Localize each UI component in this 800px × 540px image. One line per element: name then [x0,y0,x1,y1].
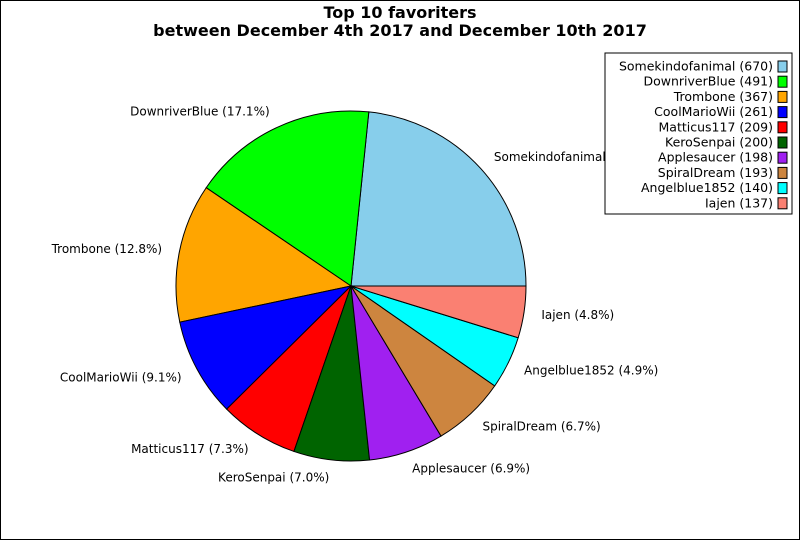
chart-title-line-2: between December 4th 2017 and December 1… [153,21,647,40]
pie-slice-coolmariowii [179,285,353,410]
legend-label-kerosenpai: KeroSenpai (200) [665,135,773,150]
pie-slices [175,110,527,462]
pie-slice-trombone [175,187,353,323]
legend-label-matticus117: Matticus117 (209) [659,119,773,134]
legend-label-iajen: Iajen (137) [705,195,773,210]
legend-label-applesaucer: Applesaucer (198) [658,150,773,165]
slice-label-kerosenpai: KeroSenpai (7.0%) [218,470,329,484]
legend-label-somekindofanimal: Somekindofanimal (670) [619,59,773,74]
legend-label-downriverblue: DownriverBlue (491) [643,74,773,89]
legend-swatch-applesaucer [777,151,788,164]
legend-label-trombone: Trombone (367) [673,89,773,104]
pie-slice-downriverblue [205,110,370,287]
legend-swatch-matticus117 [777,121,788,134]
legend-swatch-coolmariowii [777,106,788,119]
pie-slice-somekindofanimal [350,111,527,287]
slice-label-matticus117: Matticus117 (7.3%) [131,442,248,456]
legend-swatch-trombone [777,90,788,103]
legend-label-spiraldream: SpiralDream (193) [658,165,773,180]
legend-label-angelblue1852: Angelblue1852 (140) [641,180,773,195]
legend-label-coolmariowii: CoolMarioWii (261) [654,104,773,119]
legend: Somekindofanimal (670)DownriverBlue (491… [604,52,793,215]
pie-slice-iajen [350,285,527,339]
slice-label-coolmariowii: CoolMarioWii (9.1%) [60,370,182,384]
legend-swatch-angelblue1852 [777,182,788,195]
legend-swatch-somekindofanimal [777,60,788,73]
legend-box [604,52,793,215]
legend-swatch-kerosenpai [777,136,788,149]
slice-label-iajen: Iajen (4.8%) [541,308,614,322]
slice-label-angelblue1852: Angelblue1852 (4.9%) [524,363,658,377]
legend-swatch-iajen [777,197,788,210]
legend-swatch-downriverblue [777,75,788,88]
slice-label-applesaucer: Applesaucer (6.9%) [412,462,530,476]
slice-labels: Somekindofanimal DownriverBlue (17.1%) Tro… [51,105,659,485]
legend-swatch-spiraldream [777,166,788,179]
chart-title-line-1: Top 10 favoriters [323,3,476,22]
slice-label-trombone: Trombone (12.8%) [51,242,163,256]
slice-label-spiraldream: SpiralDream (6.7%) [482,420,600,434]
slice-label-downriverblue: DownriverBlue (17.1%) [130,105,270,119]
slice-label-somekindofanimal: Somekindofanimal [494,150,606,164]
